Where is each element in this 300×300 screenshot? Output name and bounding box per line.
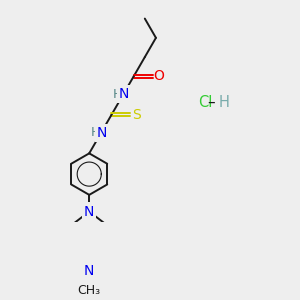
Text: Cl: Cl [198, 95, 212, 110]
Text: S: S [132, 108, 141, 122]
Text: H: H [113, 88, 123, 100]
Text: O: O [153, 69, 164, 83]
Text: N: N [119, 87, 129, 101]
Text: CH₃: CH₃ [78, 284, 101, 297]
Text: N: N [84, 264, 94, 278]
Text: N: N [84, 205, 94, 218]
Text: N: N [97, 126, 107, 140]
Text: H: H [91, 126, 101, 139]
Text: –: – [208, 95, 215, 110]
Text: H: H [219, 95, 230, 110]
